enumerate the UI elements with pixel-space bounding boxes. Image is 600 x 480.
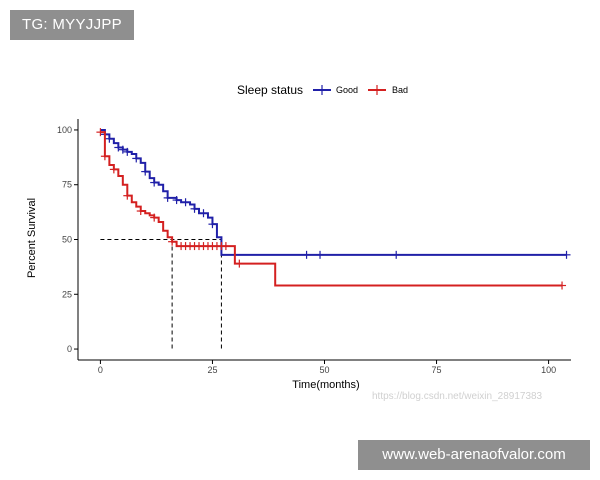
x-tick-label: 25	[207, 365, 217, 375]
x-tick-label: 0	[98, 365, 103, 375]
survival-curves	[96, 128, 571, 290]
y-axis-title: Percent Survival	[26, 198, 38, 278]
legend-good-label: Good	[336, 85, 358, 95]
watermark-text: https://blog.csdn.net/weixin_28917383	[372, 391, 543, 402]
legend: Sleep status Good Bad	[237, 83, 408, 97]
axis-ticks: 0 25 50 75 100 0 25 50 75 100	[57, 125, 556, 375]
legend-bad-label: Bad	[392, 85, 408, 95]
x-axis-title: Time(months)	[292, 379, 359, 391]
x-tick-label: 75	[432, 365, 442, 375]
site-badge: www.web-arenaofvalor.com	[358, 440, 590, 470]
y-tick-label: 25	[62, 289, 72, 299]
y-tick-label: 0	[67, 344, 72, 354]
y-tick-label: 75	[62, 180, 72, 190]
survival-curve-good	[100, 128, 567, 256]
y-tick-label: 100	[57, 125, 72, 135]
legend-title: Sleep status	[237, 83, 303, 97]
x-tick-label: 50	[319, 365, 329, 375]
tg-badge: TG: MYYJJPP	[10, 10, 134, 40]
y-tick-label: 50	[62, 235, 72, 245]
survival-curve-bad	[100, 131, 563, 287]
median-guides	[100, 239, 222, 350]
x-tick-label: 100	[541, 365, 556, 375]
